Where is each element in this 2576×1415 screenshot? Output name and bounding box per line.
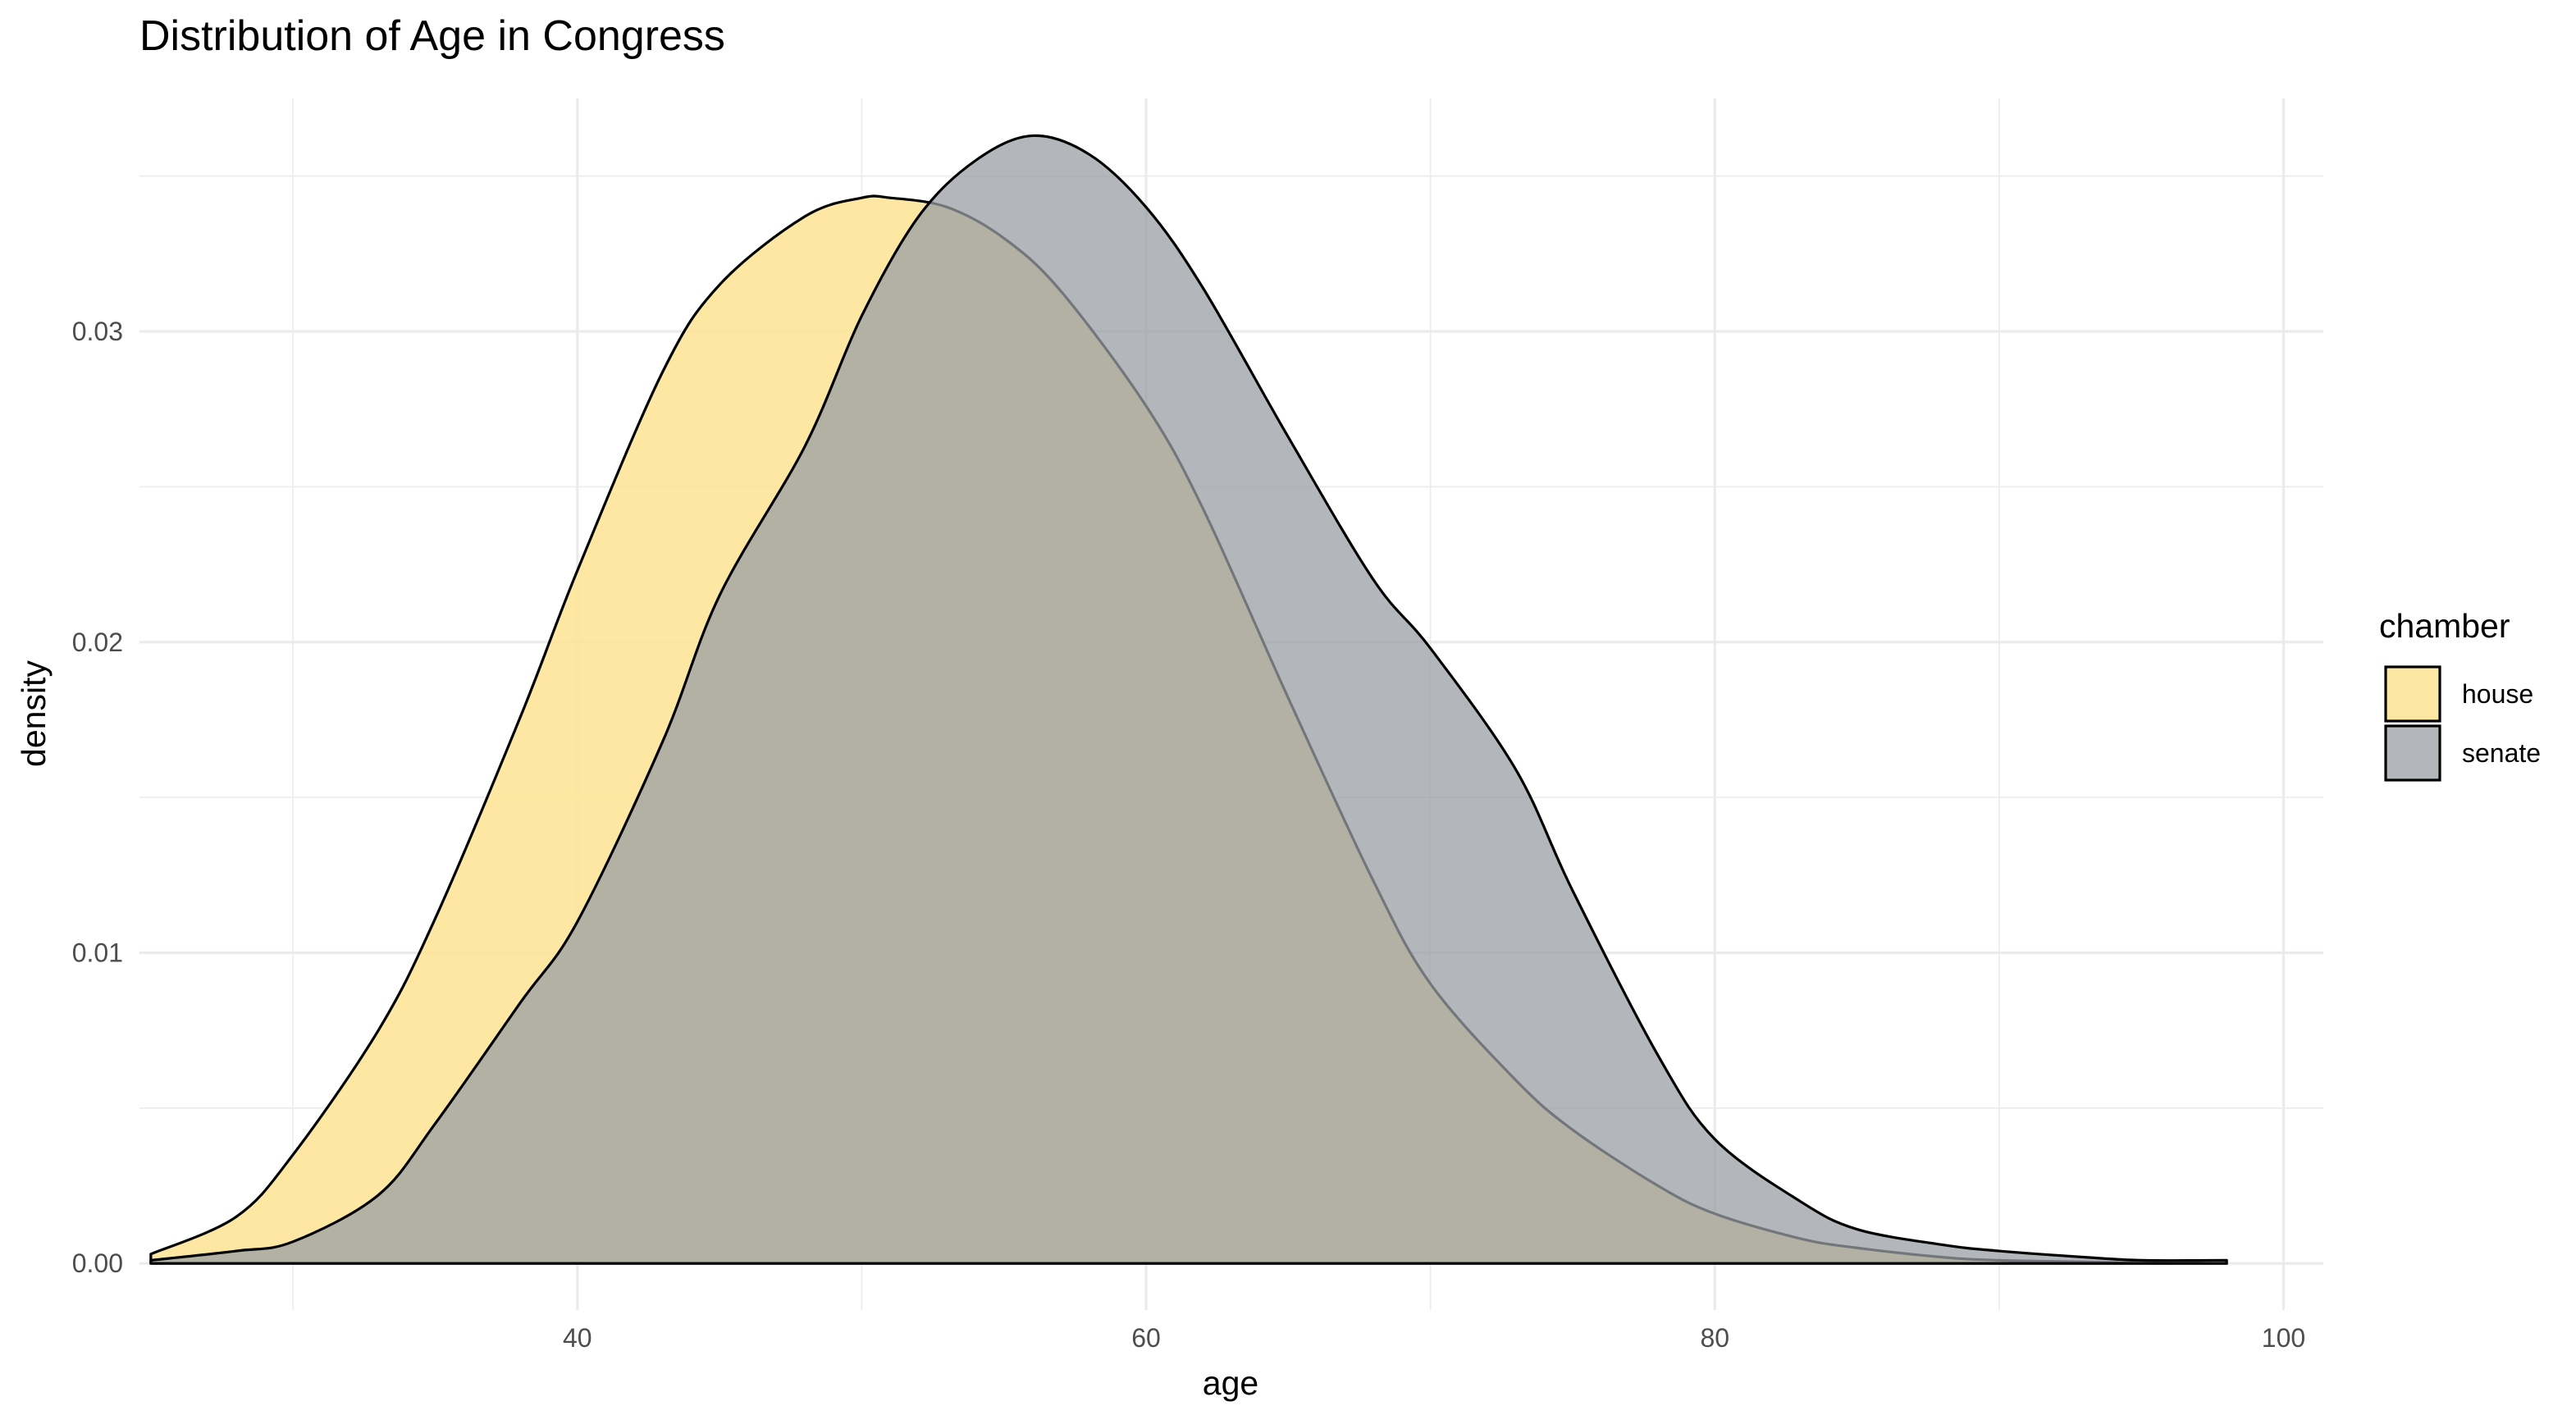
y-tick-label: 0.01 [72,938,123,967]
legend-items: house senate [2384,665,2541,782]
density-areas [149,134,2228,1265]
y-tick-label: 0.03 [72,317,123,346]
legend-title: chamber [2379,607,2510,645]
x-tick-label: 100 [2262,1323,2305,1353]
legend-label-senate: senate [2462,738,2541,768]
x-tick-label: 80 [1700,1323,1729,1353]
x-axis-title: age [1203,1364,1258,1402]
y-axis-ticks: 0.00 0.01 0.02 0.03 [72,317,123,1278]
density-outline-senate [149,134,2228,1265]
y-axis-title: density [15,660,53,767]
x-axis-ticks: 40 60 80 100 [563,1323,2305,1353]
legend: chamber house senate [2379,607,2541,782]
y-tick-label: 0.00 [72,1248,123,1278]
density-area-senate [150,135,2227,1264]
x-tick-label: 60 [1131,1323,1161,1353]
legend-label-house: house [2462,679,2533,709]
chart-title: Distribution of Age in Congress [139,12,725,60]
x-tick-label: 40 [563,1323,592,1353]
y-tick-label: 0.02 [72,628,123,657]
legend-key-senate [2384,724,2441,782]
legend-key-house [2384,665,2441,723]
